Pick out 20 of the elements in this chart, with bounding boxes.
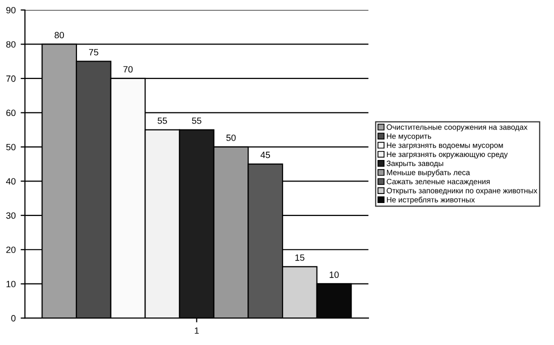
data-label: 15: [295, 254, 304, 261]
y-tick-label: 40: [6, 178, 16, 185]
y-tick-label: 70: [6, 75, 16, 82]
y-tick-label: 0: [11, 315, 16, 322]
y-tick-label: 10: [6, 280, 16, 288]
y-tick-label: 90: [6, 6, 16, 14]
y-tick-label: 30: [6, 212, 16, 219]
data-label: 70: [123, 66, 133, 73]
data-label: 50: [226, 134, 236, 141]
data-label: 80: [54, 32, 64, 38]
data-label: 55: [192, 118, 202, 124]
x-tick-label: 1: [194, 327, 199, 334]
data-label: 55: [158, 118, 167, 124]
data-label: 75: [89, 49, 98, 56]
data-label: 45: [260, 152, 270, 158]
y-tick-label: 50: [6, 144, 16, 150]
y-tick-label: 80: [6, 41, 16, 48]
data-label: 10: [330, 272, 339, 278]
y-tick-label: 20: [6, 246, 16, 253]
y-tick-label: 60: [6, 110, 16, 116]
